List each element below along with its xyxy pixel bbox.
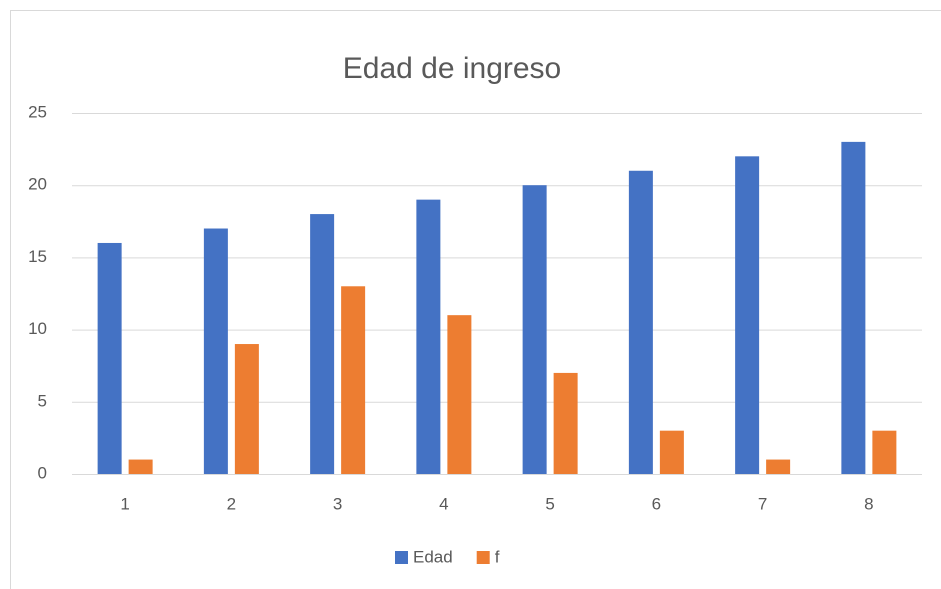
bar: [203, 228, 228, 474]
bar: [234, 344, 259, 474]
bar: [447, 315, 472, 474]
bar: [97, 242, 122, 474]
y-tick-label: 25: [28, 102, 47, 121]
y-tick-label: 10: [28, 319, 47, 338]
bar: [522, 185, 547, 474]
bar: [341, 286, 366, 474]
x-tick-label: 3: [333, 494, 342, 513]
bar: [766, 459, 791, 474]
bar: [128, 459, 153, 474]
y-tick-label: 15: [28, 247, 47, 266]
x-tick-label: 4: [439, 494, 448, 513]
legend-swatch: [476, 551, 490, 564]
bar: [416, 199, 441, 474]
bar: [628, 170, 653, 474]
chart-title: Edad de ingreso: [343, 52, 562, 85]
legend-label: f: [495, 547, 500, 566]
chart-border: [10, 10, 941, 589]
bar: [735, 156, 760, 474]
x-tick-label: 6: [652, 494, 661, 513]
x-tick-label: 1: [120, 494, 129, 513]
y-tick-label: 20: [28, 175, 47, 194]
x-tick-label: 7: [758, 494, 767, 513]
bar: [553, 372, 578, 474]
x-tick-label: 2: [227, 494, 236, 513]
x-tick-label: 5: [545, 494, 554, 513]
bar: [659, 430, 684, 474]
legend-swatch: [395, 551, 408, 564]
y-tick-label: 5: [38, 391, 47, 410]
bar: [841, 141, 866, 474]
legend-label: Edad: [413, 547, 453, 566]
bar: [872, 430, 897, 474]
x-tick-label: 8: [864, 494, 873, 513]
y-tick-label: 0: [38, 463, 47, 482]
bar: [310, 214, 335, 474]
